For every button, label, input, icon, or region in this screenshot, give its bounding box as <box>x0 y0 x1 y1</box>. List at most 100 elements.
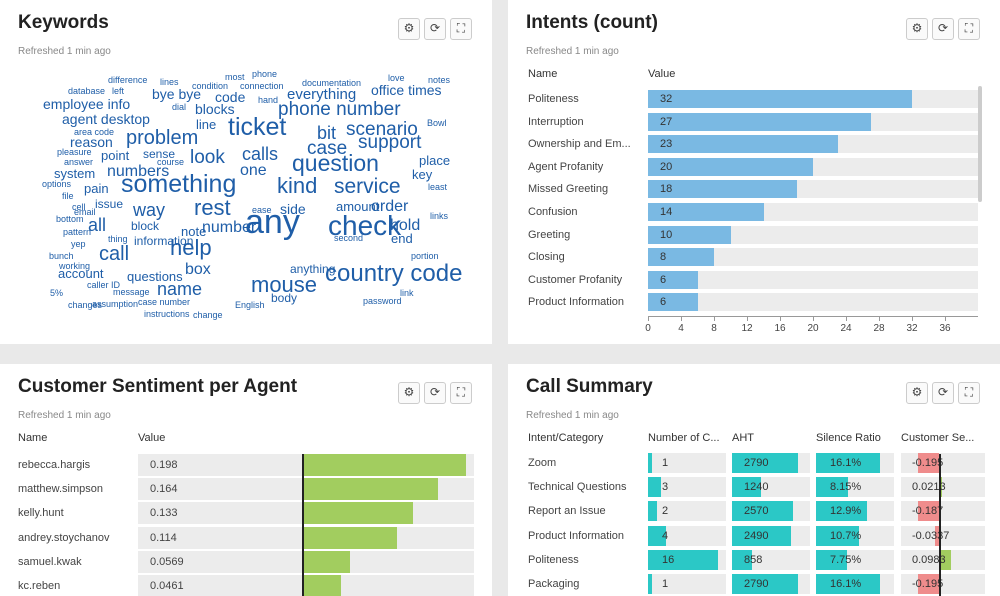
x-tick-mark <box>747 316 748 321</box>
refresh-icon[interactable]: ⟳ <box>424 18 446 40</box>
expand-icon[interactable]: ⛶ <box>958 382 980 404</box>
keyword: password <box>363 296 402 306</box>
expand-icon[interactable]: ⛶ <box>958 18 980 40</box>
bar-value-label: 6 <box>660 296 667 309</box>
bar <box>648 225 731 244</box>
sentiment-bar <box>918 501 939 522</box>
bar <box>303 526 398 549</box>
panel-toolbar: ⚙ ⟳ ⛶ <box>906 18 980 40</box>
keyword: assumption <box>92 299 139 309</box>
keyword: number <box>202 219 257 236</box>
keyword: links <box>430 211 449 221</box>
bar-label: Greeting <box>528 228 571 241</box>
column-header-name[interactable]: Name <box>528 68 558 80</box>
keyword: bottom <box>56 214 84 224</box>
keyword: dial <box>172 102 187 112</box>
keyword: area code <box>74 127 115 137</box>
bar-value-label: 18 <box>660 183 673 196</box>
count-bar <box>648 525 666 546</box>
keyword: yep <box>71 239 86 249</box>
bar-track <box>648 248 978 267</box>
keyword: ticket <box>228 113 287 141</box>
refresh-icon[interactable]: ⟳ <box>932 382 954 404</box>
keyword: side <box>280 201 306 217</box>
column-header-value[interactable]: Value <box>648 68 676 80</box>
keyword: bunch <box>49 251 74 261</box>
row-label: Packaging <box>528 578 580 590</box>
column-header-value[interactable]: Value <box>138 432 166 444</box>
keyword: country code <box>325 260 463 287</box>
bar-value-label: 27 <box>660 115 673 128</box>
x-tick-mark <box>714 316 715 321</box>
bar-label: Politeness <box>528 93 579 105</box>
aht-value: 2790 <box>744 457 769 469</box>
sentiment-value: -0.195 <box>912 457 944 469</box>
bar <box>303 454 467 476</box>
keyword: notes <box>428 75 451 85</box>
silence-bar <box>816 574 880 594</box>
keyword: code <box>215 89 246 105</box>
column-header-name[interactable]: Name <box>18 432 48 444</box>
keyword: sense <box>143 147 176 161</box>
expand-icon[interactable]: ⛶ <box>450 382 472 404</box>
keyword: phone <box>252 69 278 79</box>
keyword: pleasure <box>57 147 92 157</box>
silence-value: 10.7% <box>830 529 862 542</box>
column-header[interactable]: Number of C... <box>648 432 720 444</box>
count-bar <box>648 574 653 594</box>
x-tick-label: 28 <box>873 323 885 334</box>
keyword: case number <box>138 297 191 307</box>
keyword: service <box>334 175 401 198</box>
keyword: second <box>334 233 364 243</box>
keywords-panel: difference lines condition most phone connect… <box>0 0 492 344</box>
settings-icon[interactable]: ⚙ <box>906 18 928 40</box>
column-header[interactable]: Intent/Category <box>528 432 604 444</box>
bar-label: Ownership and Em... <box>528 138 631 151</box>
x-tick-label: 16 <box>774 323 786 334</box>
column-header[interactable]: AHT <box>732 432 754 444</box>
settings-icon[interactable]: ⚙ <box>398 382 420 404</box>
bar-value-label: 8 <box>660 251 667 264</box>
bar-label: Interruption <box>528 115 584 128</box>
keyword: message <box>113 287 150 297</box>
keyword: help <box>170 235 212 260</box>
agent-name-label: matthew.simpson <box>18 483 103 496</box>
bar-value-label: 14 <box>660 206 673 218</box>
keyword: bye bye <box>152 86 202 102</box>
keyword: change <box>193 310 223 320</box>
settings-icon[interactable]: ⚙ <box>906 382 928 404</box>
refresh-icon[interactable]: ⟳ <box>424 382 446 404</box>
x-tick-mark <box>912 316 913 321</box>
settings-icon[interactable]: ⚙ <box>398 18 420 40</box>
keyword: scenario <box>346 119 418 140</box>
bar-value-label: 0.0569 <box>150 555 184 568</box>
keyword: least <box>428 182 448 192</box>
keyword: left <box>112 86 125 96</box>
keyword: anything <box>290 262 336 276</box>
x-tick-mark <box>813 316 814 321</box>
bar-track <box>648 270 978 289</box>
keyword: Bowl <box>427 118 447 128</box>
cell-track <box>648 453 726 473</box>
x-tick-mark <box>681 316 682 321</box>
aht-bar <box>732 574 798 594</box>
count-value: 2 <box>662 505 669 518</box>
keyword: link <box>400 288 414 298</box>
column-header[interactable]: Silence Ratio <box>816 432 881 444</box>
aht-bar <box>732 549 753 570</box>
scrollbar[interactable] <box>978 86 982 202</box>
keyword: amount <box>336 199 380 214</box>
aht-value: 2490 <box>744 529 769 542</box>
bar <box>303 575 342 596</box>
keyword: mouse <box>251 272 318 297</box>
count-bar <box>648 549 718 570</box>
keyword: employee info <box>43 96 131 112</box>
bar <box>648 112 871 131</box>
cell-track <box>648 525 726 546</box>
panel-toolbar: ⚙ ⟳ ⛶ <box>398 18 472 40</box>
expand-icon[interactable]: ⛶ <box>450 18 472 40</box>
bar <box>648 157 813 176</box>
refresh-icon[interactable]: ⟳ <box>932 18 954 40</box>
sentiment-bar <box>917 453 939 473</box>
column-header[interactable]: Customer Se... <box>901 432 975 444</box>
